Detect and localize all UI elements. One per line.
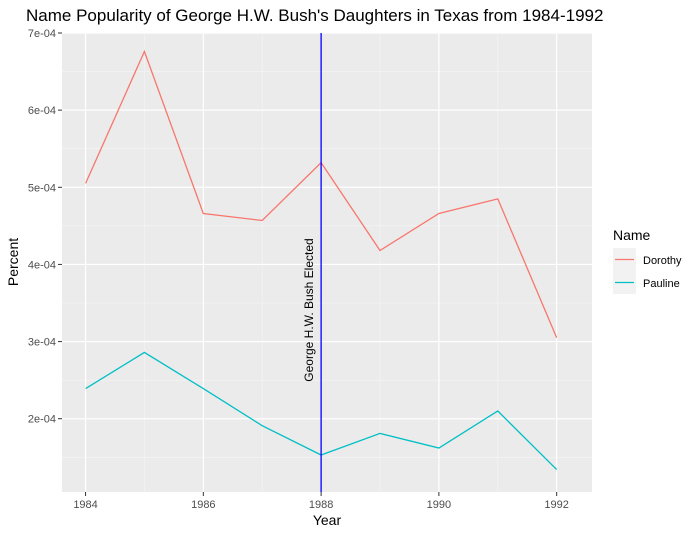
annotations: George H.W. Bush Elected — [302, 33, 322, 492]
y-tick-label: 6e-04 — [28, 105, 56, 117]
x-axis-label: Year — [313, 512, 342, 528]
y-tick-label: 2e-04 — [28, 414, 56, 426]
y-axis: 2e-04 3e-04 4e-04 5e-04 6e-04 7e-04 — [28, 28, 62, 426]
x-tick-label: 1984 — [73, 499, 97, 511]
y-tick-label: 4e-04 — [28, 259, 56, 271]
x-tick-label: 1986 — [191, 499, 215, 511]
y-tick-label: 7e-04 — [28, 28, 56, 40]
plot-panel — [62, 33, 592, 492]
legend-title: Name — [613, 227, 651, 243]
legend-label: Dorothy — [643, 255, 682, 267]
y-tick-label: 3e-04 — [28, 337, 56, 349]
x-tick-label: 1992 — [544, 499, 568, 511]
legend: Name Dorothy Pauline — [613, 227, 682, 294]
x-tick-label: 1988 — [309, 499, 333, 511]
minor-gridlines — [62, 33, 592, 492]
x-axis: 1984 1986 1988 1990 1992 — [73, 492, 569, 511]
y-axis-label: Percent — [5, 238, 21, 286]
chart-title: Name Popularity of George H.W. Bush's Da… — [26, 6, 603, 25]
y-tick-label: 5e-04 — [28, 182, 56, 194]
x-tick-label: 1990 — [427, 499, 451, 511]
legend-label: Pauline — [643, 278, 680, 290]
election-label: George H.W. Bush Elected — [302, 238, 316, 381]
